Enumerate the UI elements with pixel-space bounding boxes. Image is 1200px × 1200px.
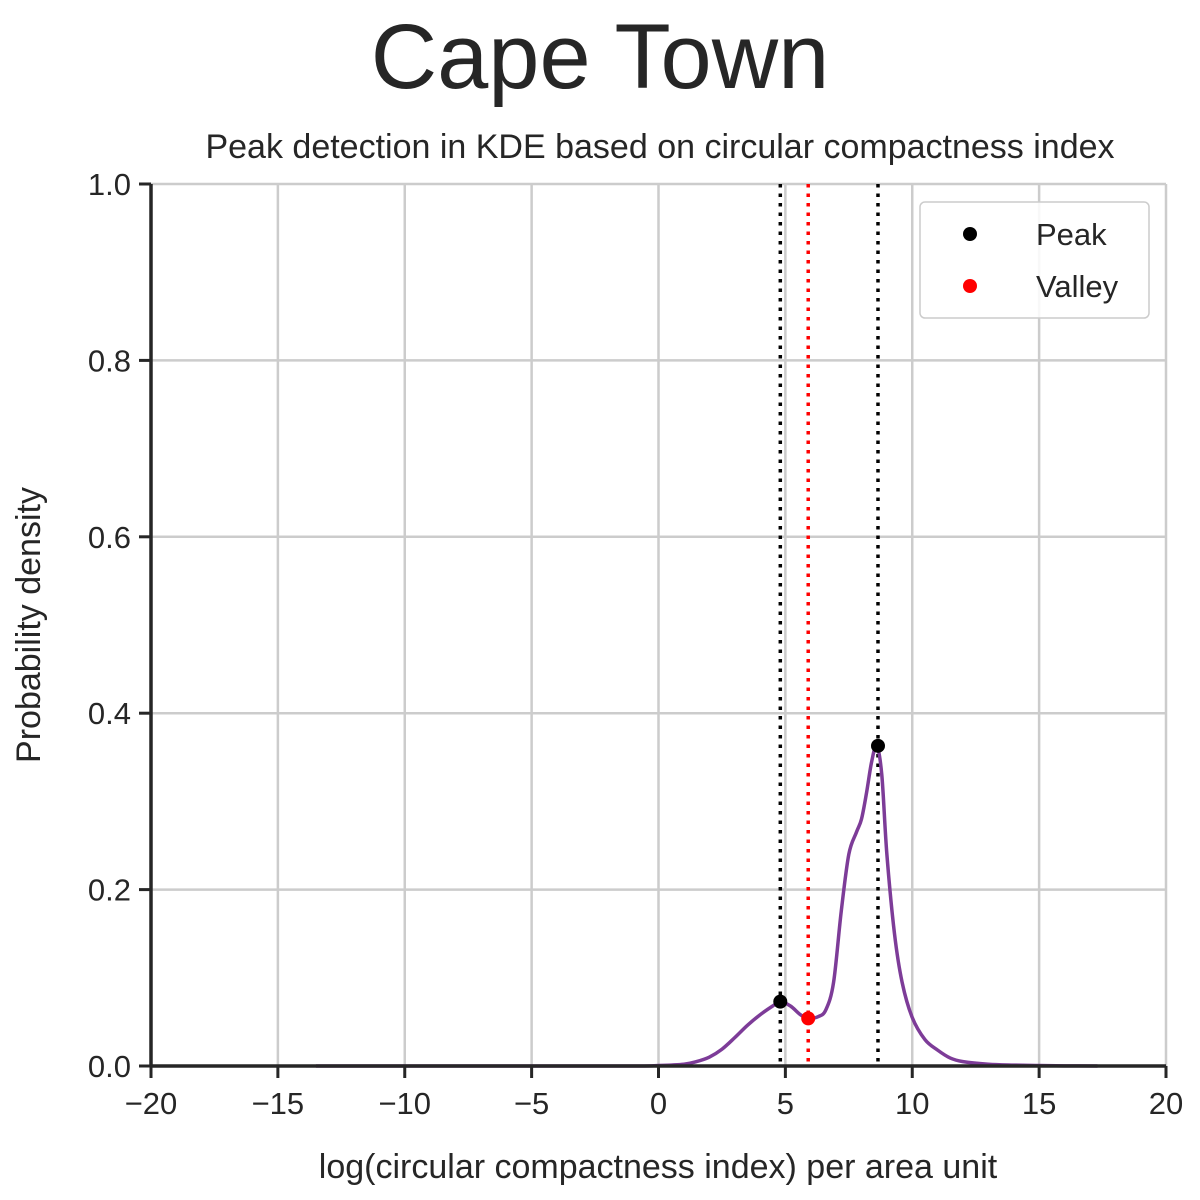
x-tick-label: 10 xyxy=(895,1086,929,1121)
y-tick-label: 0.4 xyxy=(88,696,131,731)
legend-label-peak: Peak xyxy=(1036,217,1107,252)
legend: Peak Valley xyxy=(919,201,1150,319)
x-tick-label: −5 xyxy=(514,1086,549,1121)
y-tick-label: 0.0 xyxy=(88,1049,131,1084)
x-tick-label: −15 xyxy=(252,1086,305,1121)
x-tick-label: 5 xyxy=(777,1086,794,1121)
legend-marker-valley xyxy=(963,279,977,293)
y-tick-label: 0.2 xyxy=(88,873,131,908)
kde-series-line xyxy=(315,743,1098,1068)
chart-title: Cape Town xyxy=(371,6,830,108)
grid xyxy=(149,182,1168,1068)
legend-box xyxy=(919,201,1150,319)
peak-valley-markers xyxy=(773,738,885,1026)
peak-marker xyxy=(773,994,788,1009)
y-tick-label: 1.0 xyxy=(88,167,131,202)
y-tick-label: 0.6 xyxy=(88,520,131,555)
x-tick-label: 0 xyxy=(650,1086,667,1121)
peak-marker xyxy=(870,738,885,753)
x-tick-label: −20 xyxy=(125,1086,178,1121)
axes xyxy=(139,182,1168,1078)
x-tick-label: 15 xyxy=(1022,1086,1056,1121)
tick-labels: −20 −15 −10 −5 0 5 10 15 20 0.0 0.2 0.4 0.6 0.8 1.0 xyxy=(88,167,1183,1121)
x-tick-label: −10 xyxy=(378,1086,431,1121)
x-axis-label: log(circular compactness index) per area… xyxy=(319,1148,998,1186)
legend-marker-peak xyxy=(963,227,977,241)
chart-subtitle: Peak detection in KDE based on circular … xyxy=(205,128,1114,166)
y-tick-label: 0.8 xyxy=(88,343,131,378)
y-axis-label: Probability density xyxy=(10,487,48,763)
peak-valley-lines xyxy=(778,184,880,1066)
x-tick-label: 20 xyxy=(1149,1086,1183,1121)
legend-label-valley: Valley xyxy=(1036,269,1119,304)
valley-marker xyxy=(801,1011,816,1026)
